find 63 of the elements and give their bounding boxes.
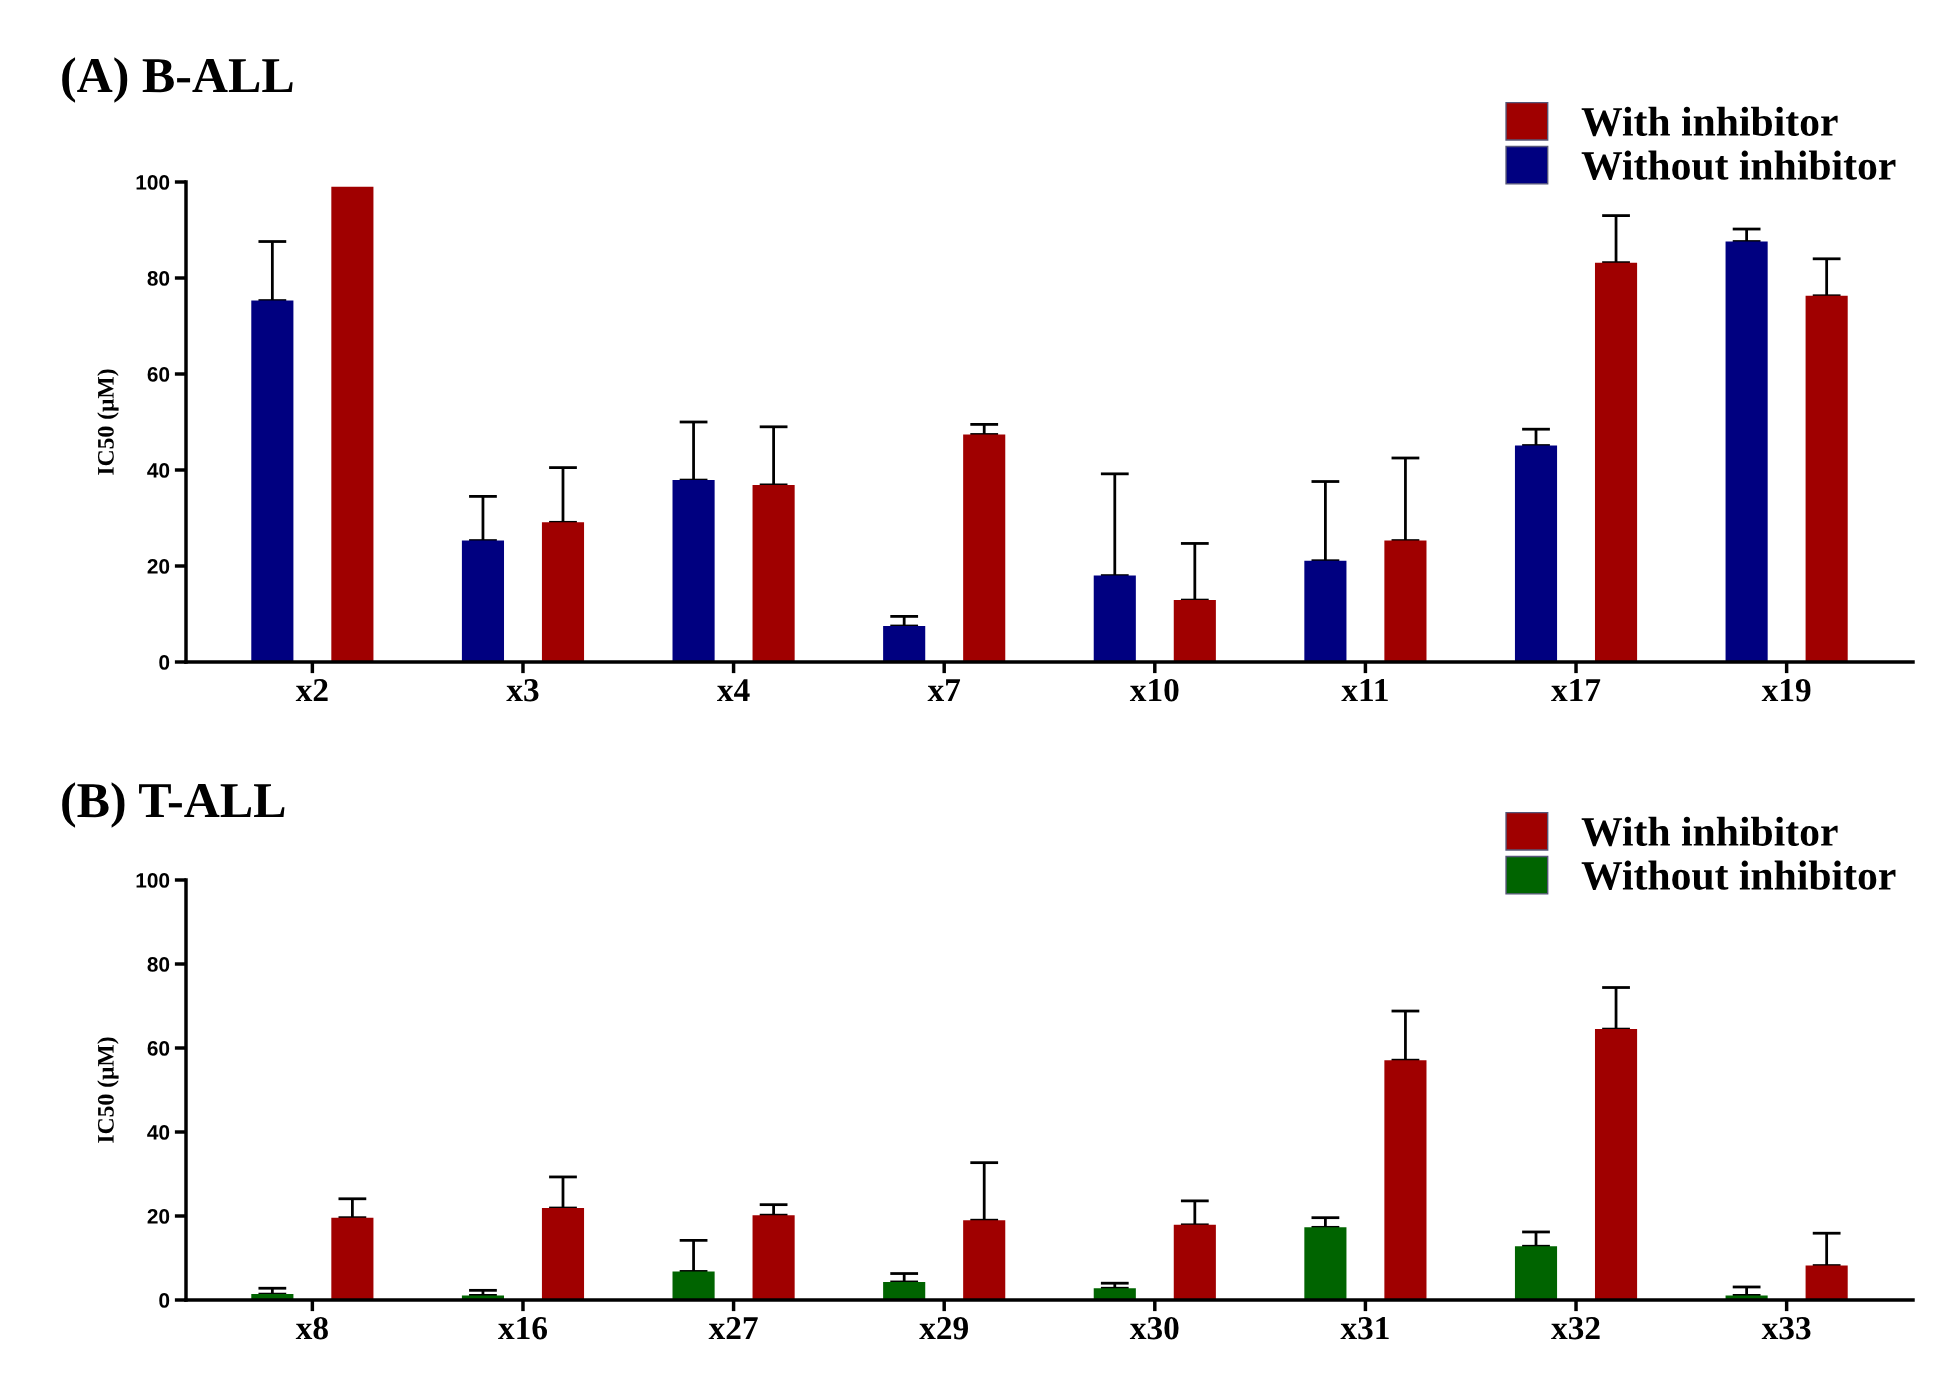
y-tick-label: 100 bbox=[136, 175, 170, 190]
bar bbox=[541, 1208, 585, 1300]
x-tick-label: x16 bbox=[498, 1317, 547, 1340]
bar bbox=[1304, 560, 1347, 662]
x-tick-label: x33 bbox=[1761, 1317, 1811, 1340]
x-tick-label: x17 bbox=[1551, 679, 1601, 702]
y-axis-title: IC50 (μM) bbox=[97, 369, 119, 475]
bar bbox=[1514, 445, 1558, 662]
bar bbox=[883, 626, 926, 662]
x-tick-label: x10 bbox=[1129, 678, 1179, 702]
y-tick-label: 20 bbox=[147, 559, 170, 574]
legend-label: Without inhibitor bbox=[1581, 150, 1896, 181]
bar bbox=[251, 300, 294, 662]
bar bbox=[1173, 600, 1216, 662]
bar bbox=[1594, 262, 1638, 662]
x-tick-label: x29 bbox=[919, 1317, 968, 1340]
bar bbox=[1173, 1224, 1216, 1300]
x-tick-label: x32 bbox=[1551, 1317, 1600, 1340]
x-tick-label: x19 bbox=[1761, 679, 1811, 702]
bar bbox=[1725, 241, 1768, 662]
y-tick-label: 40 bbox=[147, 1125, 170, 1140]
x-tick-label: x11 bbox=[1341, 679, 1388, 702]
bar bbox=[461, 540, 505, 662]
bar bbox=[1805, 295, 1848, 662]
bar bbox=[1805, 1265, 1848, 1300]
y-tick-label: 40 bbox=[147, 463, 170, 478]
y-axis-title: IC50 (μM) bbox=[97, 1037, 119, 1143]
bar bbox=[672, 1271, 715, 1300]
legend-label: Without inhibitor bbox=[1581, 860, 1896, 891]
chart-title: (B) T-ALL bbox=[62, 782, 285, 828]
y-tick-label: 60 bbox=[147, 367, 170, 382]
x-tick-label: x27 bbox=[708, 1317, 758, 1340]
x-tick-label: x2 bbox=[295, 679, 328, 702]
y-tick-label: 60 bbox=[147, 1041, 170, 1056]
y-tick-label: 0 bbox=[159, 1293, 170, 1308]
legend-label: With inhibitor bbox=[1581, 816, 1838, 847]
bar bbox=[752, 484, 795, 662]
bar bbox=[331, 186, 374, 662]
chart-title: (A) B-ALL bbox=[62, 57, 293, 103]
x-tick-label: x31 bbox=[1340, 1317, 1389, 1340]
y-tick-label: 100 bbox=[136, 873, 170, 888]
bar bbox=[1093, 575, 1136, 662]
bar bbox=[1594, 1029, 1638, 1300]
y-tick-label: 80 bbox=[147, 957, 170, 972]
x-tick-label: x30 bbox=[1129, 1316, 1179, 1340]
bar bbox=[1304, 1227, 1347, 1300]
bar bbox=[672, 480, 715, 662]
x-tick-label: x3 bbox=[506, 679, 539, 702]
y-tick-label: 20 bbox=[147, 1209, 170, 1224]
legend-label: With inhibitor bbox=[1581, 106, 1838, 137]
bar bbox=[1384, 540, 1427, 662]
bar bbox=[963, 1220, 1006, 1300]
bar bbox=[331, 1217, 374, 1300]
bar bbox=[1514, 1246, 1558, 1300]
bar bbox=[963, 434, 1006, 662]
x-tick-label: x8 bbox=[295, 1316, 328, 1340]
x-tick-label: x4 bbox=[717, 679, 750, 702]
bar bbox=[752, 1215, 795, 1300]
bar bbox=[1384, 1060, 1427, 1300]
x-tick-label: x7 bbox=[927, 679, 961, 702]
bar bbox=[541, 522, 585, 662]
y-tick-label: 0 bbox=[159, 655, 170, 670]
y-tick-label: 80 bbox=[147, 271, 170, 286]
